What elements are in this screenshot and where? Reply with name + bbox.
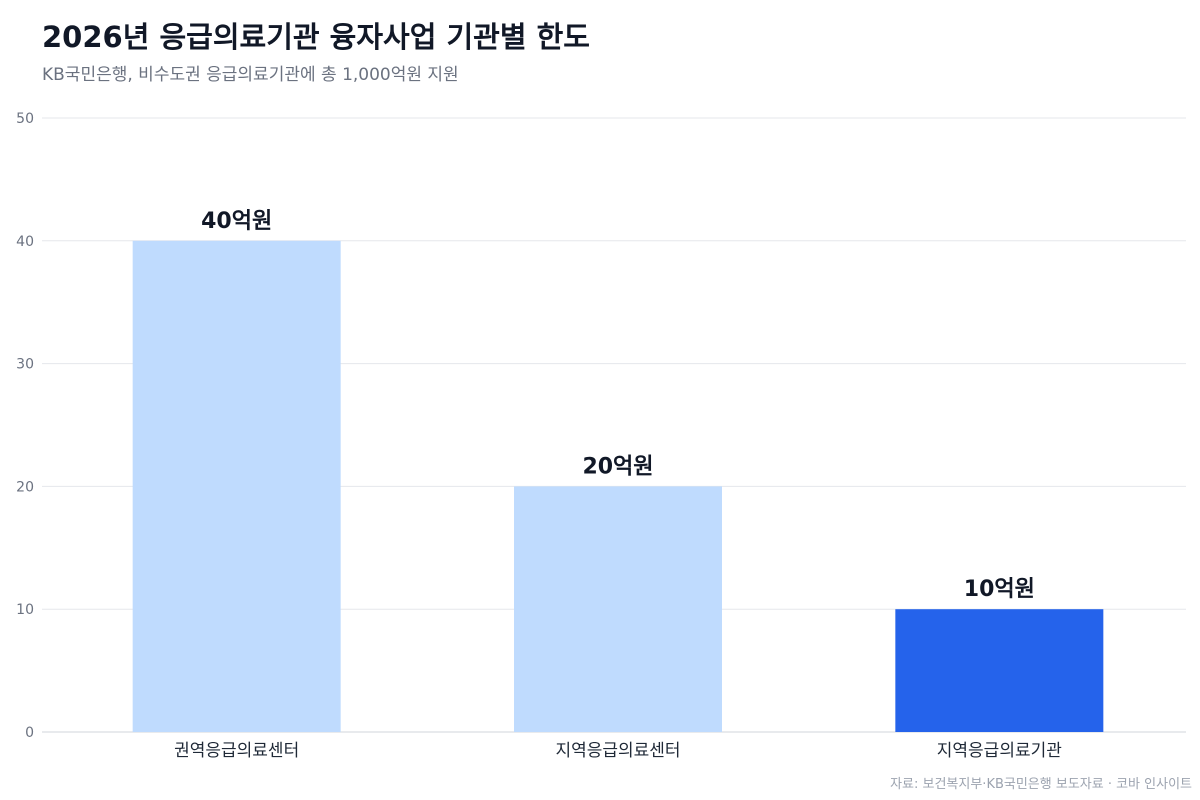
bar xyxy=(514,486,722,732)
y-tick-label: 20 xyxy=(16,479,34,495)
chart-subtitle: KB국민은행, 비수도권 응급의료기관에 총 1,000억원 지원 xyxy=(42,65,459,85)
bar-value-label: 20억원 xyxy=(582,454,653,479)
x-tick-label: 권역응급의료센터 xyxy=(174,741,299,761)
y-tick-label: 40 xyxy=(16,234,34,250)
y-tick-label: 50 xyxy=(16,111,34,127)
y-tick-label: 10 xyxy=(16,602,34,618)
y-tick-label: 30 xyxy=(16,357,34,373)
x-tick-label: 지역응급의료센터 xyxy=(555,741,680,761)
x-axis: 권역응급의료센터 지역응급의료센터 지역응급의료기관 xyxy=(174,741,1062,761)
y-axis: 0 10 20 30 40 50 xyxy=(16,111,34,741)
bars xyxy=(132,240,1104,733)
bar-value-label: 40억원 xyxy=(201,209,272,234)
source-note: 자료: 보건복지부·KB국민은행 보도자료 · 코바 인사이트 xyxy=(890,777,1192,792)
bar-value-label: 10억원 xyxy=(964,577,1035,602)
x-tick-label: 지역응급의료기관 xyxy=(937,741,1062,761)
bar xyxy=(895,609,1104,732)
y-tick-label: 0 xyxy=(25,725,34,741)
chart-title: 2026년 응급의료기관 융자사업 기관별 한도 xyxy=(42,20,590,54)
bar xyxy=(132,240,341,733)
data-labels: 40억원 20억원 10억원 xyxy=(201,209,1035,602)
